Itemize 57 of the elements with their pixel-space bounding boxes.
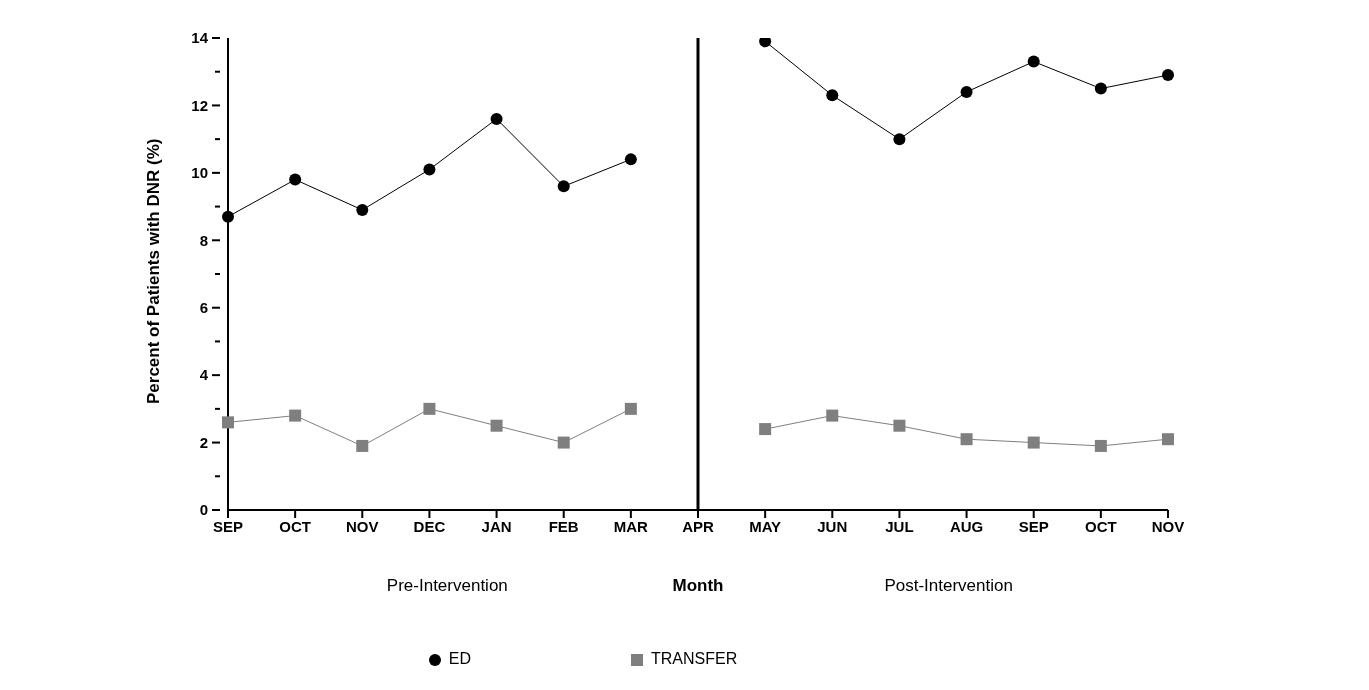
x-tick-label: JUN: [817, 518, 848, 535]
text: Pre-Intervention: [385, 576, 509, 596]
point: [490, 419, 503, 432]
point: [356, 439, 369, 452]
x-tick-label: FEB: [548, 518, 579, 535]
point: [1162, 69, 1174, 82]
x-tick-label: NOV: [1151, 518, 1185, 535]
point: [624, 153, 637, 166]
x-tick-label: JAN: [481, 518, 512, 535]
y-tick-label: 4: [199, 366, 209, 384]
point: [893, 419, 906, 432]
x-tick-label: MAY: [749, 518, 782, 535]
point: [222, 210, 234, 223]
y-tick-label: 10: [191, 164, 208, 182]
point: [960, 85, 973, 98]
y-tick-label: 0: [199, 501, 208, 519]
point: [222, 416, 234, 429]
x-tick-label: APR: [682, 518, 714, 535]
x-tick-label: SEP: [212, 518, 244, 535]
legend-label: ED: [448, 650, 471, 667]
x-tick-label: MAR: [613, 518, 649, 535]
y-tick-label: 14: [191, 29, 209, 47]
x-axis-title: Month: [671, 576, 725, 596]
point: [423, 402, 436, 415]
point: [759, 38, 772, 48]
x-tick-label: AUG: [949, 518, 984, 535]
legend-label: TRANSFER: [651, 650, 738, 667]
point: [557, 436, 570, 449]
point: [490, 112, 503, 125]
x-tick-label: DEC: [413, 518, 446, 535]
point: [1027, 436, 1040, 449]
x-tick-label: OCT: [1085, 518, 1117, 535]
point: [826, 409, 839, 422]
y-tick-label: 6: [199, 298, 208, 316]
x-tick-label: NOV: [346, 518, 379, 535]
point: [423, 163, 436, 176]
point: [356, 203, 369, 216]
point: [1162, 433, 1174, 446]
point: [826, 89, 839, 102]
y-tick-label: 8: [199, 231, 208, 249]
x-tick-label: OCT: [279, 518, 311, 535]
text: Post-Intervention: [883, 576, 1014, 596]
point: [1027, 55, 1040, 68]
point: [1094, 82, 1107, 95]
point: [759, 423, 772, 436]
point: [289, 409, 302, 422]
y-tick-label: 2: [199, 433, 208, 451]
point: [289, 173, 302, 186]
point: [893, 133, 906, 146]
point: [624, 402, 637, 415]
y-axis-title: Percent of Patients with DNR (%): [144, 138, 164, 404]
point: [1094, 439, 1107, 452]
y-tick-label: 12: [191, 96, 208, 114]
x-tick-label: JUL: [885, 518, 914, 535]
point: [960, 433, 973, 446]
point: [557, 180, 570, 193]
x-tick-label: SEP: [1018, 518, 1049, 535]
